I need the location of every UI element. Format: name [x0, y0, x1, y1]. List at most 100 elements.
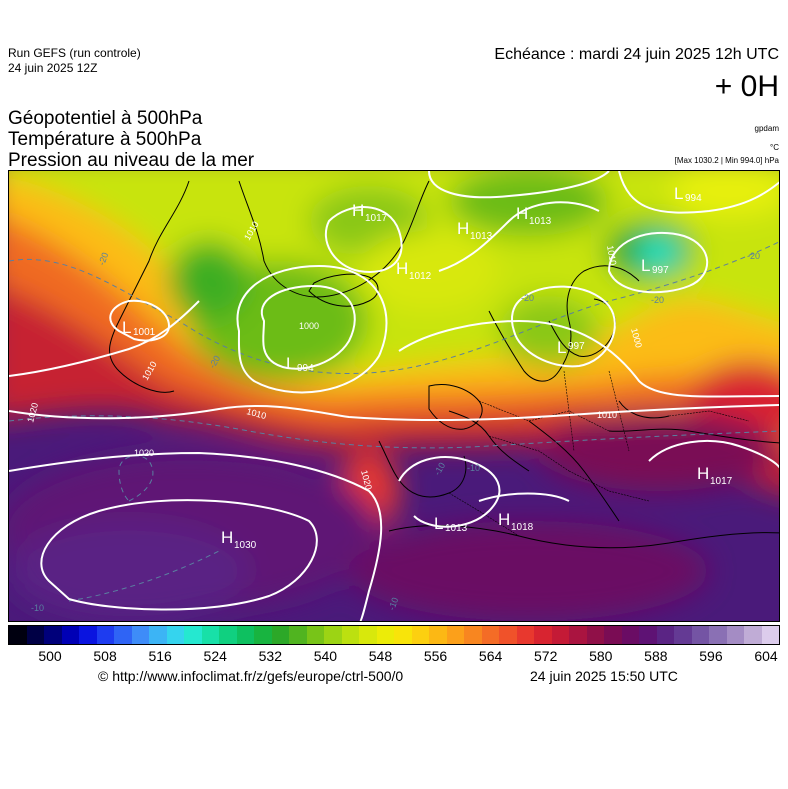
- pressure-center: H 1018: [498, 510, 534, 533]
- parameter-geopotential: Géopotentiel à 500hPa: [8, 108, 203, 129]
- colorbar-tick-label: 588: [644, 648, 668, 664]
- colorbar-swatch: [761, 626, 779, 644]
- pressure-center: L 1001: [122, 318, 156, 338]
- svg-text:L: L: [674, 184, 683, 203]
- colorbar-swatch: [744, 626, 762, 644]
- pressure-center: L 997: [641, 256, 669, 276]
- svg-text:1013: 1013: [529, 216, 552, 227]
- colorbar-swatch: [324, 626, 342, 644]
- colorbar-swatch: [149, 626, 167, 644]
- svg-text:1001: 1001: [133, 327, 156, 338]
- svg-text:994: 994: [297, 363, 314, 374]
- colorbar-tick-label: 580: [589, 648, 613, 664]
- isobar-label: 1010: [597, 410, 617, 420]
- svg-text:1017: 1017: [710, 476, 733, 487]
- colorbar-tick-label: 564: [478, 648, 503, 664]
- colorbar-swatch: [446, 626, 464, 644]
- svg-text:994: 994: [685, 193, 702, 204]
- temperature-label: -10: [386, 596, 400, 612]
- pressure-center: H 1013: [457, 219, 493, 242]
- copyright-notice: © http://www.infoclimat.fr/z/gefs/europe…: [98, 668, 404, 684]
- svg-text:H: H: [516, 204, 528, 223]
- pressure-center: H 1012: [396, 259, 432, 282]
- weather-map: 1010 1000 1010 1010 1020 1020 1020 1010 …: [8, 170, 780, 622]
- colorbar-swatch: [236, 626, 254, 644]
- isobars: [9, 171, 779, 621]
- colorbar-swatch: [604, 626, 622, 644]
- svg-text:H: H: [498, 510, 510, 529]
- svg-text:1030: 1030: [234, 540, 257, 551]
- isobar-label: 1020: [134, 448, 154, 458]
- temperature-label: -20: [521, 293, 534, 303]
- temperature-label: -20: [651, 295, 664, 305]
- temperature-label: -20: [747, 251, 760, 261]
- run-label: Run GEFS (run controle): [8, 46, 141, 60]
- lead-time: + 0H: [714, 70, 779, 103]
- colorbar-swatch: [726, 626, 744, 644]
- colorbar-swatch: [639, 626, 657, 644]
- temperature-label: -20: [96, 251, 110, 267]
- colorbar-tick-label: 572: [534, 648, 558, 664]
- colorbar-swatch: [341, 626, 359, 644]
- colorbar-swatch: [551, 626, 569, 644]
- svg-text:H: H: [457, 219, 469, 238]
- pressure-center: L 1013: [434, 514, 468, 534]
- colorbar-swatch: [271, 626, 289, 644]
- temperature-contours: [9, 241, 779, 602]
- colorbar-swatch: [306, 626, 324, 644]
- colorbar-swatch: [61, 626, 79, 644]
- isobar-label: 1010: [605, 245, 618, 266]
- svg-text:1013: 1013: [470, 231, 493, 242]
- colorbar-swatch: [359, 626, 377, 644]
- colorbar-swatch: [394, 626, 412, 644]
- pressure-center: L 997: [557, 338, 585, 357]
- colorbar-ticks: 500 508 516 524 532 540 548 556 564 572 580 588 596 6…: [8, 648, 780, 668]
- colorbar-swatch: [411, 626, 429, 644]
- svg-text:1018: 1018: [511, 522, 534, 533]
- svg-text:997: 997: [652, 265, 669, 276]
- temperature-label: -10: [467, 463, 480, 473]
- geopotential-field: [9, 171, 779, 621]
- colorbar-tick-label: 516: [148, 648, 172, 664]
- unit-temperature: °C: [770, 143, 779, 152]
- pressure-center: H 1030: [221, 528, 257, 551]
- colorbar-swatch: [481, 626, 499, 644]
- colorbar-swatch: [621, 626, 639, 644]
- run-date: 24 juin 2025 12Z: [8, 61, 98, 75]
- colorbar-swatch: [184, 626, 202, 644]
- colorbar-tick-label: 548: [368, 648, 393, 664]
- valid-time: Echéance : mardi 24 juin 2025 12h UTC: [494, 46, 779, 63]
- svg-text:997: 997: [568, 341, 585, 352]
- colorbar-swatch: [79, 626, 97, 644]
- colorbar: [8, 625, 780, 645]
- svg-text:1013: 1013: [445, 523, 468, 534]
- colorbar-swatch: [534, 626, 552, 644]
- colorbar-swatch: [376, 626, 394, 644]
- colorbar-swatch: [656, 626, 674, 644]
- colorbar-swatch: [44, 626, 62, 644]
- pressure-centers: H 1017 H 1013 H 1013 H 1012 L 997 L 1001: [122, 184, 733, 551]
- svg-text:L: L: [434, 514, 443, 533]
- colorbar-swatch: [96, 626, 114, 644]
- generation-time: 24 juin 2025 15:50 UTC: [530, 668, 678, 684]
- pressure-center: L 994: [286, 354, 314, 374]
- colorbar-swatch: [516, 626, 534, 644]
- pressure-center: H 1013: [516, 204, 552, 227]
- colorbar-swatch: [586, 626, 604, 644]
- svg-text:H: H: [697, 464, 709, 483]
- svg-text:1017: 1017: [365, 213, 388, 224]
- colorbar-swatch: [499, 626, 517, 644]
- colorbar-tick-label: 556: [423, 648, 448, 664]
- colorbar-swatch: [691, 626, 709, 644]
- colorbar-tick-label: 524: [203, 648, 227, 664]
- colorbar-swatch: [131, 626, 149, 644]
- colorbar-swatch: [9, 626, 27, 644]
- colorbar-tick-label: 508: [93, 648, 117, 664]
- svg-text:1012: 1012: [409, 271, 432, 282]
- parameter-pressure: Pression au niveau de la mer: [8, 150, 255, 171]
- colorbar-swatch: [464, 626, 482, 644]
- pressure-center: H 1017: [352, 201, 388, 224]
- colorbar-swatch: [709, 626, 727, 644]
- colorbar-tick-label: 500: [38, 648, 62, 664]
- colorbar-swatch: [569, 626, 587, 644]
